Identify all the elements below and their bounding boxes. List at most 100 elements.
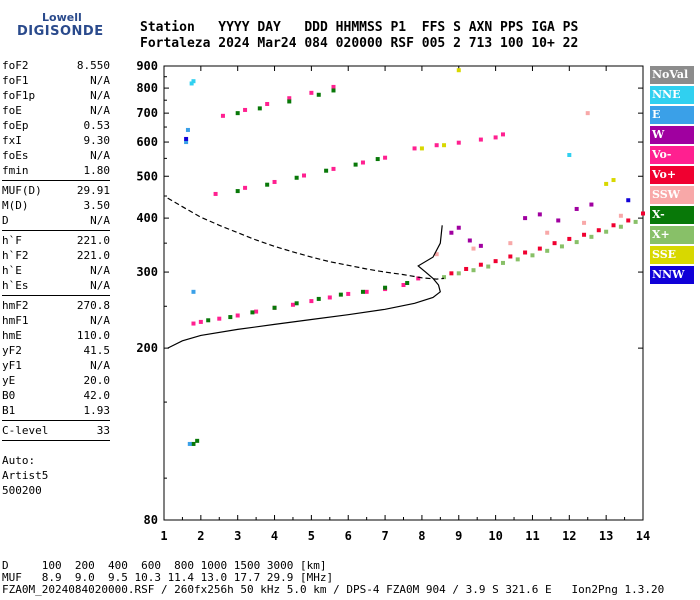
data-point-e <box>184 140 189 145</box>
data-point-x <box>338 292 343 297</box>
param-key: hmE <box>2 329 22 342</box>
data-point-w <box>589 202 594 207</box>
param-value: N/A <box>90 359 110 372</box>
scaled-parameters-panel: foF2 8.550 foF1 N/A foF1p N/A foE N/A foEp 0.53 fx… <box>2 58 110 498</box>
data-point-vo <box>582 232 587 237</box>
data-point-vo <box>191 321 196 326</box>
logo-line1: Lowell <box>42 11 82 24</box>
param-key: hmF2 <box>2 299 29 312</box>
data-point-vo <box>552 241 557 246</box>
x-tick-label: 4 <box>271 529 278 543</box>
data-point-vo <box>309 299 314 304</box>
data-point-vo <box>434 143 439 148</box>
data-point-vo <box>243 107 248 112</box>
x-tick-label: 3 <box>234 529 241 543</box>
param-fof1p: foF1p N/A <box>2 88 110 103</box>
data-point-vo <box>493 259 498 264</box>
x-tick-label: 6 <box>345 529 352 543</box>
param-fof2: foF2 8.550 <box>2 58 110 73</box>
footer-line2: MUF 8.9 9.0 9.5 10.3 11.4 13.0 17.7 29.9… <box>2 571 334 584</box>
legend-item-x-: X- <box>650 206 694 224</box>
data-point-x <box>287 99 292 104</box>
header-values: Fortaleza 2024 Mar24 084 020000 RSF 005 … <box>140 36 579 51</box>
legend-item-nnw: NNW <box>650 266 694 284</box>
param-key: foEp <box>2 119 29 132</box>
param-value: N/A <box>90 314 110 327</box>
param-h-f: h`F 221.0 <box>2 233 110 248</box>
ionogram-plot: 1 2 3 4 5 6 7 8 9 10 11 12 13 14802003004005006007008… <box>136 59 650 543</box>
param-value: 20.0 <box>83 374 111 387</box>
y-tick-label: 80 <box>144 513 158 527</box>
param-value: N/A <box>90 264 110 277</box>
data-point-vo <box>346 291 351 296</box>
data-point-x <box>530 253 535 258</box>
data-point-vo <box>360 160 365 165</box>
x-tick-label: 14 <box>636 529 650 543</box>
data-point-x <box>235 189 240 194</box>
data-point-x <box>294 175 299 180</box>
data-point-ssw <box>471 246 476 251</box>
data-point-w <box>574 206 579 211</box>
param-foe: foE N/A <box>2 103 110 118</box>
data-point-x <box>456 271 461 276</box>
data-point-vo <box>383 155 388 160</box>
station-header: Station YYYY DAY DDD HHMMSS P1 FFS S AXN… <box>140 20 578 52</box>
x-tick-label: 8 <box>418 529 425 543</box>
data-point-vo <box>254 309 259 314</box>
data-point-vo <box>213 191 218 196</box>
param-key: h`F <box>2 234 22 247</box>
x-tick-label: 10 <box>488 529 502 543</box>
data-point-w <box>449 230 454 235</box>
data-point-vo <box>567 236 572 241</box>
param-value: 270.8 <box>76 299 110 312</box>
data-point-x <box>324 168 329 173</box>
data-point-sse <box>604 181 609 186</box>
data-point-x <box>375 157 380 162</box>
footer-line3: FZA0M_2024084020000.RSF / 260fx256h 50 k… <box>2 583 665 596</box>
y-tick-label: 700 <box>136 106 158 120</box>
param-value: 9.30 <box>83 134 111 147</box>
x-tick-label: 11 <box>525 529 539 543</box>
header-labels: Station YYYY DAY DDD HHMMSS P1 FFS S AXN… <box>140 20 579 35</box>
param-key: foE <box>2 104 22 117</box>
param-value: N/A <box>90 104 110 117</box>
plot-frame <box>163 65 644 521</box>
data-point-ssw <box>434 252 439 257</box>
param-value: 110.0 <box>76 329 110 342</box>
data-point-nne <box>567 152 572 157</box>
data-point-vo <box>456 140 461 145</box>
data-point-vo <box>327 295 332 300</box>
param-key: yF2 <box>2 344 22 357</box>
param-hme: hmE 110.0 <box>2 328 110 343</box>
lowell-digisonde-logo: Lowell DIGISONDE <box>4 8 104 44</box>
legend-item-vo-: Vo+ <box>650 166 694 184</box>
y-tick-label: 900 <box>136 59 158 73</box>
y-tick-label: 800 <box>136 81 158 95</box>
param-value: 221.0 <box>76 249 110 262</box>
data-point-vo <box>217 316 222 321</box>
data-point-x <box>589 234 594 239</box>
data-point-vo <box>364 289 369 294</box>
data-point-sse <box>442 143 447 148</box>
data-point-x <box>471 268 476 273</box>
param-yf2: yF2 41.5 <box>2 343 110 358</box>
param-divider <box>2 440 110 441</box>
param-value: 1.93 <box>83 404 111 417</box>
data-point-x <box>235 111 240 116</box>
x-tick-label: 5 <box>308 529 315 543</box>
param-h-f2: h`F2 221.0 <box>2 248 110 263</box>
data-point-x <box>353 162 358 167</box>
data-point-x <box>545 248 550 253</box>
param-key: yE <box>2 374 16 387</box>
param-b0: B0 42.0 <box>2 388 110 403</box>
legend: NoVal NNE E W Vo- Vo+ SSW X- X+ SSE NNW <box>650 66 694 286</box>
x-tick-label: 13 <box>599 529 613 543</box>
legend-item-sse: SSE <box>650 246 694 264</box>
data-point-nnw <box>626 198 631 203</box>
data-point-vo <box>596 228 601 233</box>
param-c-level: C-level 33 <box>2 423 110 438</box>
data-point-x <box>265 182 270 187</box>
data-point-vo <box>287 96 292 101</box>
legend-item-vo-: Vo- <box>650 146 694 164</box>
param-value: 0.53 <box>83 119 111 132</box>
